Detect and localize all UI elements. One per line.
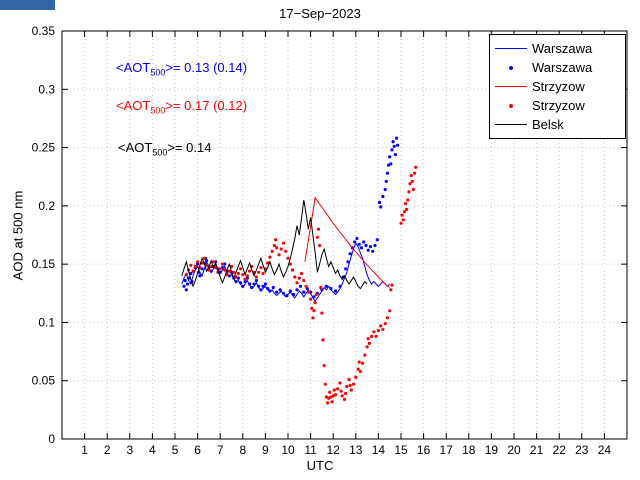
data-series	[181, 136, 418, 405]
x-tick-label: 21	[530, 443, 544, 457]
x-tick-label: 17	[440, 443, 454, 457]
x-tick-label: 11	[304, 443, 317, 457]
y-tick-label: 0.3	[38, 82, 55, 96]
x-tick-label: 12	[327, 443, 341, 457]
annotation-prefix: <AOT	[116, 60, 151, 75]
annotation-subscript: 500	[150, 105, 166, 116]
legend-label: Warszawa	[532, 60, 593, 75]
line-swatch-icon	[490, 124, 532, 125]
series-belsk-line	[181, 199, 368, 290]
x-tick-label: 20	[507, 443, 521, 457]
legend: Warszawa Warszawa Strzyzow Strzyzow Bels…	[489, 34, 626, 139]
x-tick-label: 8	[239, 443, 246, 457]
annotation-prefix: <AOT	[116, 98, 151, 113]
series-warszawa-scatter	[182, 136, 400, 299]
annotation-prefix: <AOT	[118, 140, 153, 155]
y-tick-label: 0.15	[32, 257, 56, 271]
aot-annotation-warszawa: <AOT500>= 0.13 (0.14)	[116, 60, 247, 78]
legend-label: Strzyzow	[532, 98, 585, 113]
y-tick-label: 0.2	[38, 199, 55, 213]
y-tick-label: 0.25	[32, 141, 56, 155]
grid-lines	[62, 30, 627, 440]
aot-annotation-strzyzow: <AOT500>= 0.17 (0.12)	[116, 98, 247, 116]
x-tick-label: 23	[575, 443, 589, 457]
x-tick-label: 13	[349, 443, 363, 457]
annotation-subscript: 500	[150, 67, 166, 78]
x-tick-label: 3	[126, 443, 133, 457]
x-tick-label: 5	[172, 443, 179, 457]
y-tick-label: 0.1	[38, 315, 55, 329]
window-titlebar-fragment	[0, 0, 55, 10]
x-tick-label: 24	[598, 443, 612, 457]
series-strzyzow-line	[304, 196, 391, 288]
legend-item-strzyzow-dots: Strzyzow	[490, 96, 625, 115]
x-axis-label: UTC	[306, 458, 334, 473]
x-tick-label: 4	[149, 443, 156, 457]
x-tick-label: 6	[194, 443, 201, 457]
legend-item-warszawa-line: Warszawa	[490, 39, 625, 58]
x-tick-label: 10	[281, 443, 295, 457]
legend-item-belsk-line: Belsk	[490, 115, 625, 134]
legend-item-warszawa-dots: Warszawa	[490, 58, 625, 77]
y-tick-label: 0	[48, 432, 55, 446]
x-tick-label: 16	[417, 443, 431, 457]
x-tick-label: 14	[372, 443, 386, 457]
axes: 1 2 3 4 5 6 7 8 9 10 11 12 13 14 15 16 17 18 19 20 21 22 23 240…	[32, 24, 628, 457]
x-tick-label: 22	[553, 443, 567, 457]
legend-item-strzyzow-line: Strzyzow	[490, 77, 625, 96]
dot-swatch-icon	[490, 65, 532, 70]
x-tick-label: 7	[217, 443, 224, 457]
x-tick-label: 15	[394, 443, 408, 457]
line-swatch-icon	[490, 48, 532, 49]
y-tick-label: 0.05	[32, 374, 56, 388]
x-tick-label: 19	[485, 443, 499, 457]
annotation-subscript: 500	[152, 147, 168, 158]
x-tick-label: 2	[104, 443, 111, 457]
legend-label: Warszawa	[532, 41, 593, 56]
aot-annotation-belsk: <AOT500>= 0.14	[118, 140, 211, 158]
annotation-value: >= 0.13 (0.14)	[165, 60, 248, 75]
legend-label: Belsk	[532, 117, 564, 132]
line-swatch-icon	[490, 86, 532, 87]
chart-title: 17−Sep−2023	[279, 6, 361, 21]
x-tick-label: 1	[81, 443, 88, 457]
y-axis-label: AOD at 500 nm	[10, 190, 26, 281]
y-tick-label: 0.35	[32, 24, 56, 38]
annotation-value: >= 0.17 (0.12)	[165, 98, 248, 113]
annotation-value: >= 0.14	[167, 140, 212, 155]
dot-swatch-icon	[490, 103, 532, 108]
x-tick-label: 18	[462, 443, 476, 457]
legend-label: Strzyzow	[532, 79, 585, 94]
x-tick-label: 9	[262, 443, 269, 457]
